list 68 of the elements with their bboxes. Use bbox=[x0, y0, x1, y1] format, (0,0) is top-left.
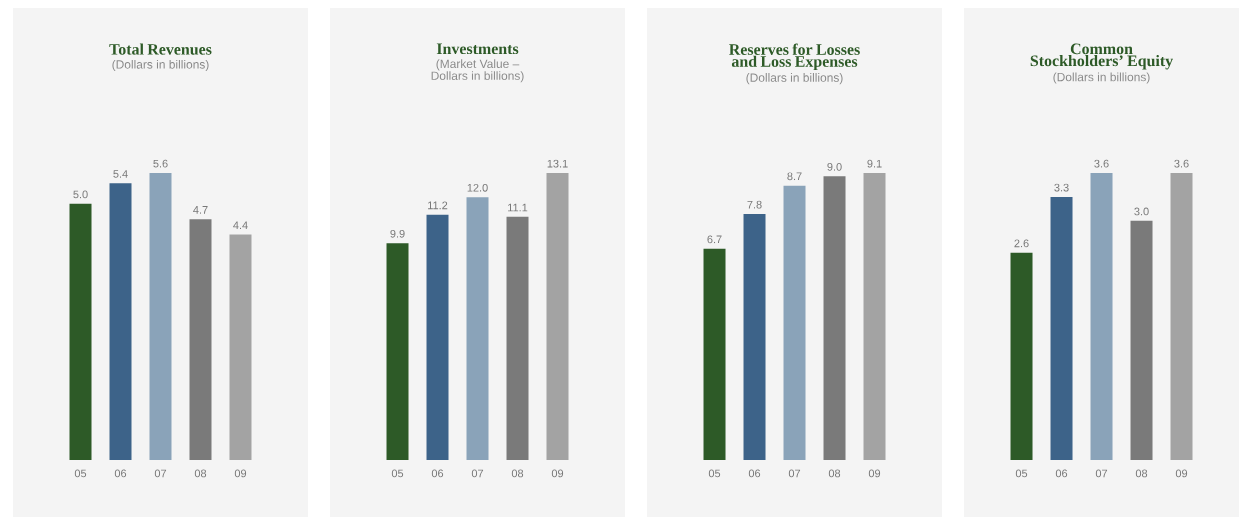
x-tick-label: 09 bbox=[234, 469, 247, 478]
bar bbox=[1090, 173, 1113, 461]
data-label: 6.7 bbox=[707, 235, 722, 244]
bar bbox=[506, 216, 529, 461]
data-label: 3.6 bbox=[1094, 159, 1109, 168]
data-label: 9.9 bbox=[390, 229, 405, 238]
x-tick-label: 06 bbox=[431, 469, 444, 478]
data-label: 9.0 bbox=[827, 162, 842, 171]
x-tick-label: 09 bbox=[868, 469, 881, 478]
x-tick-label: 07 bbox=[788, 469, 801, 478]
x-tick-label: 05 bbox=[708, 469, 721, 478]
x-tick-label: 08 bbox=[511, 469, 524, 478]
chart-subtitle: (Dollars in billions) bbox=[746, 73, 843, 85]
data-label: 12.0 bbox=[467, 183, 488, 192]
bar bbox=[466, 197, 489, 461]
data-label: 7.8 bbox=[747, 200, 762, 209]
x-tick-label: 06 bbox=[114, 469, 127, 478]
x-tick-label: 07 bbox=[1095, 469, 1108, 478]
x-tick-label: 05 bbox=[1015, 469, 1028, 478]
data-label: 3.0 bbox=[1134, 207, 1149, 216]
data-label: 13.1 bbox=[547, 159, 568, 168]
data-label: 9.1 bbox=[867, 159, 882, 168]
x-tick-label: 09 bbox=[551, 469, 564, 478]
x-tick-label: 07 bbox=[154, 469, 167, 478]
bar bbox=[69, 203, 92, 461]
data-label: 11.2 bbox=[428, 201, 448, 210]
data-label: 5.6 bbox=[153, 159, 168, 168]
chart-title: Reserves for Losses and Loss Expenses bbox=[729, 43, 860, 71]
chart-title: Investments bbox=[436, 43, 519, 55]
bar bbox=[783, 185, 806, 461]
x-tick-label: 08 bbox=[1135, 469, 1148, 478]
data-label: 4.4 bbox=[233, 221, 248, 230]
x-tick-label: 09 bbox=[1175, 469, 1188, 478]
bar bbox=[109, 183, 132, 461]
bar bbox=[1130, 220, 1153, 461]
bar bbox=[546, 173, 569, 461]
x-tick-label: 08 bbox=[828, 469, 841, 478]
bar bbox=[823, 176, 846, 461]
data-label: 2.6 bbox=[1014, 239, 1029, 248]
data-label: 8.7 bbox=[787, 172, 802, 181]
bar bbox=[863, 173, 886, 461]
bar bbox=[1170, 173, 1193, 461]
bar bbox=[229, 234, 252, 461]
x-tick-label: 08 bbox=[194, 469, 207, 478]
chart-title: Common Stockholders’ Equity bbox=[1030, 43, 1173, 70]
bar bbox=[743, 214, 766, 461]
data-label: 11.1 bbox=[508, 203, 528, 212]
chart-subtitle: (Dollars in billions) bbox=[112, 59, 209, 71]
x-tick-label: 05 bbox=[391, 469, 404, 478]
bar bbox=[426, 214, 449, 461]
data-label: 5.4 bbox=[113, 170, 128, 178]
chart-title: Total Revenues bbox=[109, 43, 212, 55]
bar bbox=[189, 219, 212, 461]
data-label: 4.7 bbox=[193, 206, 208, 214]
bar bbox=[386, 243, 409, 461]
x-tick-label: 06 bbox=[1055, 469, 1068, 478]
data-label: 3.6 bbox=[1174, 159, 1189, 168]
chart-subtitle: (Market Value – Dollars in billions) bbox=[431, 59, 524, 83]
bar bbox=[1010, 252, 1033, 461]
chart-subtitle: (Dollars in billions) bbox=[1053, 72, 1150, 84]
bar bbox=[149, 173, 172, 461]
x-tick-label: 06 bbox=[748, 469, 761, 478]
bar bbox=[703, 248, 726, 461]
data-label: 5.0 bbox=[73, 190, 88, 199]
x-tick-label: 07 bbox=[471, 469, 484, 478]
bar bbox=[1050, 196, 1073, 461]
data-label: 3.3 bbox=[1054, 183, 1069, 192]
x-tick-label: 05 bbox=[74, 469, 87, 478]
